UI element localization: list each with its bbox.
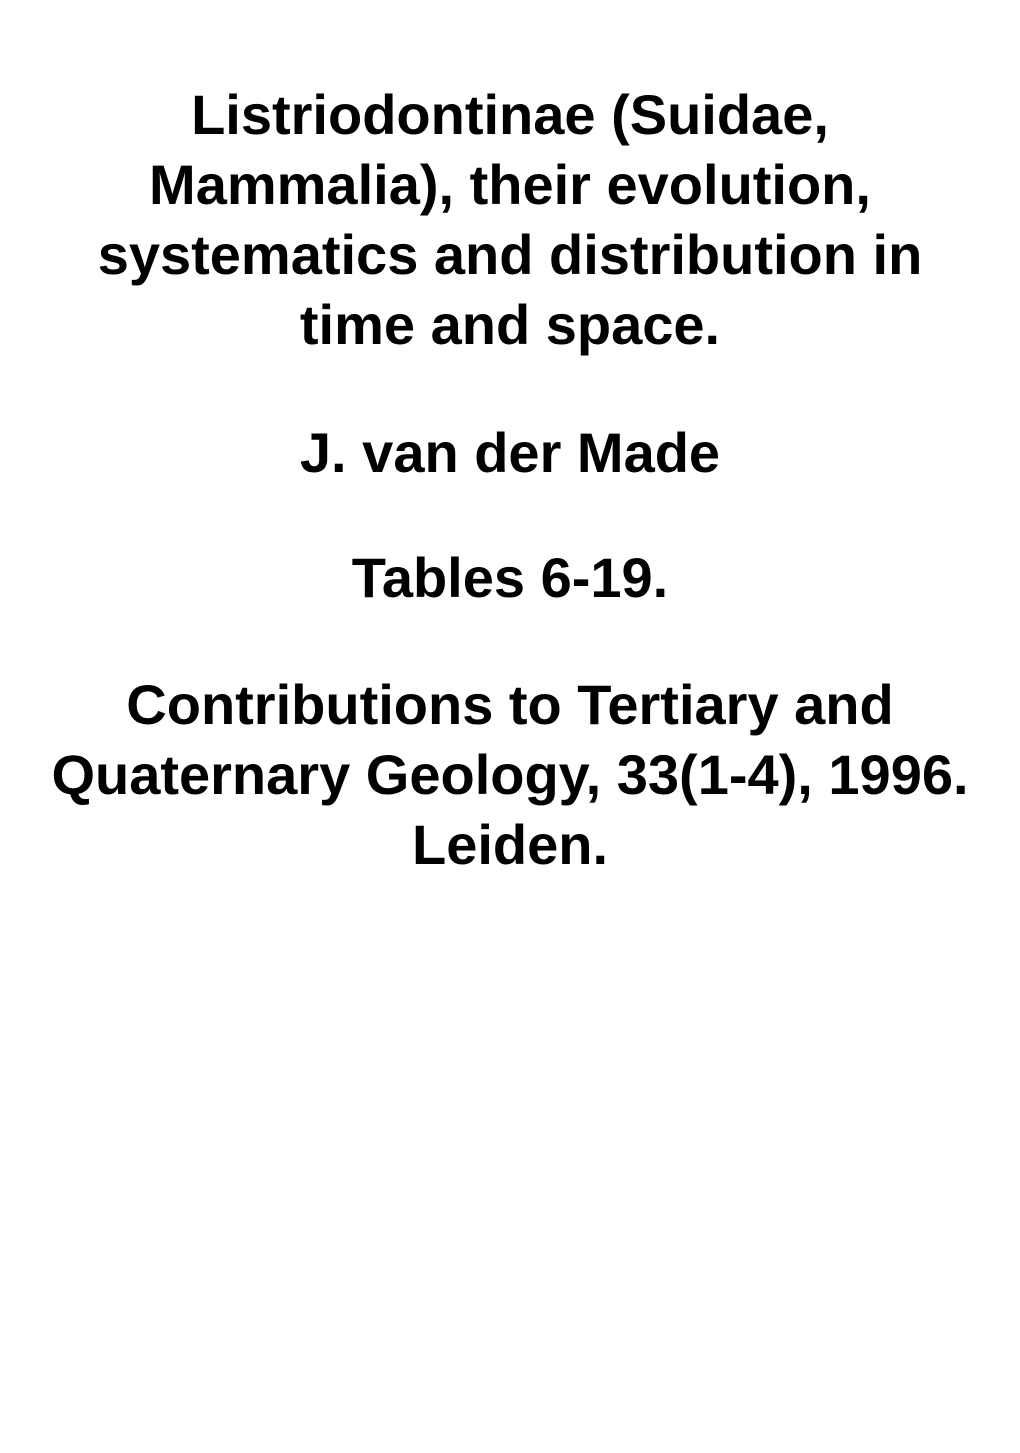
paper-author: J. van der Made [300, 420, 720, 485]
journal-citation: Contributions to Tertiary and Quaternary… [40, 670, 980, 880]
paper-title: Listriodontinae (Suidae, Mammalia), thei… [40, 80, 980, 360]
tables-label: Tables 6-19. [352, 545, 668, 610]
